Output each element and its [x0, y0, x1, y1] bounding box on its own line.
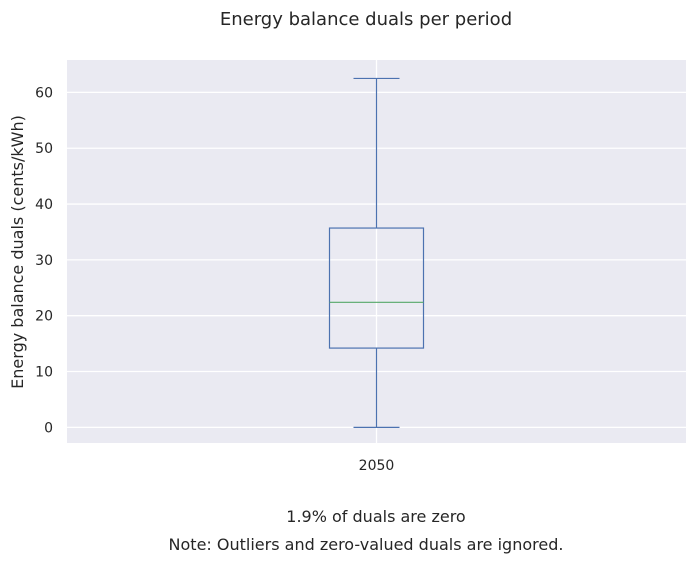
y-tick-label: 40: [35, 197, 53, 213]
chart-title: Energy balance duals per period: [220, 9, 512, 30]
x-tick-label: 2050: [359, 458, 395, 474]
y-tick-label: 0: [44, 420, 53, 436]
x-axis-ticks: 2050: [359, 458, 395, 474]
y-tick-label: 50: [35, 141, 53, 157]
iqr-box: [328, 227, 425, 349]
y-tick-label: 20: [35, 309, 53, 325]
y-tick-label: 10: [35, 365, 53, 381]
y-tick-label: 60: [35, 85, 53, 101]
y-tick-label: 30: [35, 253, 53, 269]
outliers-note: Note: Outliers and zero-valued duals are…: [169, 535, 564, 554]
zero-duals-note: 1.9% of duals are zero: [286, 507, 465, 526]
y-axis-label: Energy balance duals (cents/kWh): [8, 115, 27, 389]
box-series: [328, 77, 425, 428]
y-axis-ticks: 0 10 20 30 40 50 60: [35, 85, 53, 436]
box-2050: [328, 77, 425, 428]
